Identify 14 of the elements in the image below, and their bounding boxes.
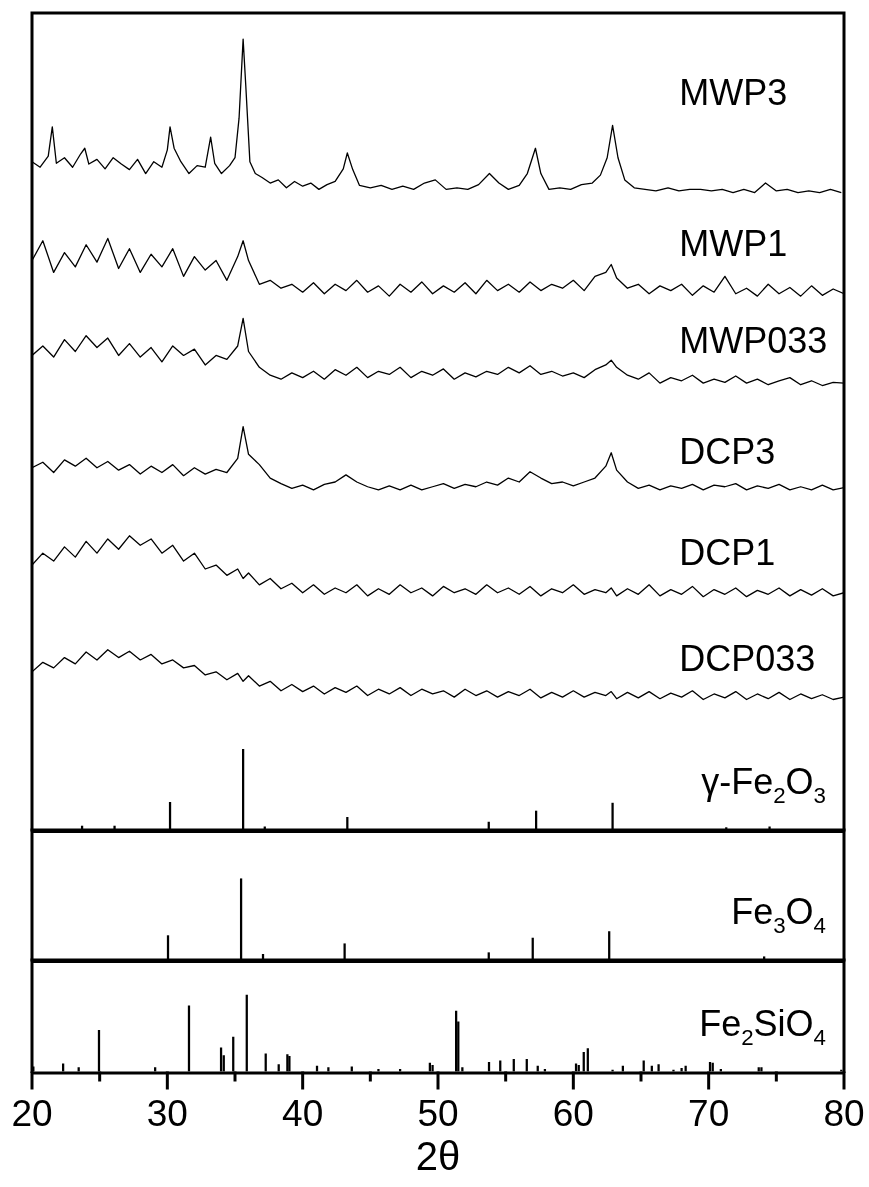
x-tick-label: 70 <box>688 1092 730 1134</box>
x-tick-label: 80 <box>823 1092 865 1134</box>
x-tick-label: 60 <box>552 1092 594 1134</box>
series-label: MWP1 <box>679 223 788 265</box>
series-label: DCP1 <box>679 531 776 573</box>
series-label: DCP033 <box>679 637 816 679</box>
x-axis-title: 2θ <box>415 1134 461 1179</box>
x-tick-label: 20 <box>11 1092 53 1134</box>
x-tick-label: 40 <box>282 1092 324 1134</box>
series-label: MWP033 <box>679 319 828 361</box>
x-tick-label: 30 <box>146 1092 188 1134</box>
series-label: MWP3 <box>679 72 788 114</box>
series-label: DCP3 <box>679 430 776 472</box>
x-tick-label: 50 <box>417 1092 459 1134</box>
